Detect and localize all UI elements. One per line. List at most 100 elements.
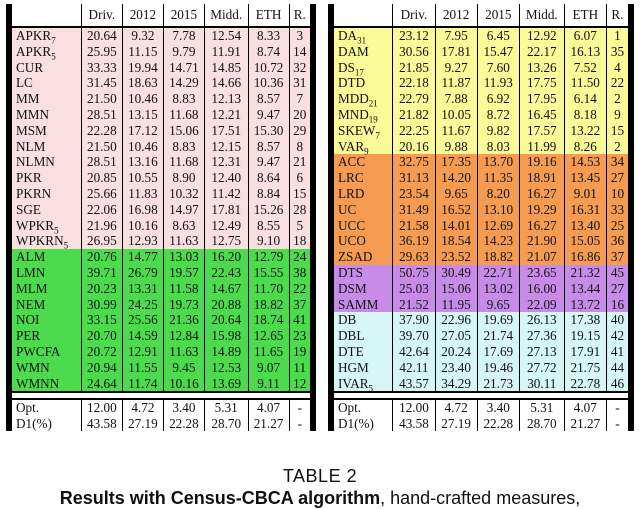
value-cell: 20.94 — [80, 359, 123, 376]
value-cell: 7 — [288, 91, 310, 107]
value-cell: 12.13 — [203, 91, 249, 107]
value-cell: 8.20 — [476, 185, 520, 202]
measure-name: DTE — [334, 343, 393, 360]
value-cell: 21.36 — [162, 312, 205, 329]
value-cell: 12.93 — [121, 233, 164, 250]
footer-row: Opt. 12.00 4.72 3.40 5.31 4.07- — [6, 398, 316, 416]
value-cell: 12.92 — [518, 27, 565, 44]
right-rule — [310, 59, 316, 76]
value-cell: 30.99 — [80, 296, 123, 313]
table-row: NEM 30.99 24.25 19.73 20.88 18.82 37 — [6, 296, 316, 313]
footer-value: - — [605, 398, 628, 416]
value-cell: 4 — [605, 59, 628, 76]
measure-label: SAMM — [338, 296, 379, 312]
value-cell: 13.03 — [162, 249, 205, 265]
value-cell: 28.51 — [80, 154, 123, 171]
value-cell: 11.74 — [121, 375, 164, 394]
measure-name: WPKR5 — [12, 217, 82, 235]
value-cell: 26.95 — [80, 233, 123, 250]
right-rule — [310, 122, 316, 139]
value-cell: 11 — [288, 359, 310, 376]
value-cell: 11.91 — [203, 43, 249, 60]
table-row: DBL 39.70 27.05 21.74 27.36 19.15 42 — [328, 328, 634, 344]
measure-label: DAM — [338, 43, 369, 59]
value-cell: 13.40 — [563, 217, 607, 234]
measure-label: IVAR — [338, 375, 369, 391]
measure-label: DSM — [338, 280, 367, 296]
left-rule — [6, 27, 12, 44]
right-rule — [310, 375, 316, 394]
measure-name: SGE — [12, 201, 82, 218]
value-cell: 12.65 — [247, 328, 290, 344]
value-cell: 12.79 — [247, 249, 290, 265]
header-row: Driv. 2012 2015 Midd. ETH R. — [6, 4, 316, 28]
value-cell: 13.44 — [563, 280, 607, 297]
table-row: PER 20.70 14.59 12.84 15.98 12.65 23 — [6, 328, 316, 344]
measure-subscript: 17 — [354, 67, 364, 78]
measure-label: WPKR — [16, 217, 55, 233]
left-rule — [328, 312, 334, 329]
measure-name: DA31 — [334, 27, 393, 45]
footer-row: D1(%) 43.58 27.19 22.28 28.70 21.27- — [6, 415, 316, 432]
measure-label: LRC — [338, 170, 364, 186]
right-rule — [628, 264, 634, 281]
value-cell: 13.31 — [121, 280, 164, 297]
value-cell: 37 — [605, 249, 628, 265]
right-rule — [310, 75, 316, 92]
value-cell: 9.45 — [162, 359, 205, 376]
value-cell: 21.32 — [563, 264, 607, 281]
left-rule — [328, 75, 334, 92]
table-row: DSM 25.03 15.06 13.02 16.00 13.44 27 — [328, 280, 634, 297]
footer-value: 4.07 — [247, 398, 290, 416]
value-cell: 21.96 — [80, 217, 123, 234]
measure-name: VAR9 — [334, 138, 393, 156]
table-row: NLM 21.50 10.46 8.83 12.15 8.57 8 — [6, 138, 316, 155]
right-rule — [628, 170, 634, 186]
left-rule — [328, 392, 334, 400]
right-rule — [310, 359, 316, 376]
value-cell: 15 — [605, 122, 628, 139]
measure-subscript: 19 — [368, 114, 378, 125]
value-cell: 8.84 — [247, 185, 290, 202]
right-rule — [310, 27, 316, 44]
value-cell: 22.79 — [392, 91, 436, 107]
value-cell: 19.94 — [121, 59, 164, 76]
left-rule — [328, 375, 334, 394]
measure-subscript: 7 — [51, 35, 56, 46]
right-rule — [310, 106, 316, 123]
measure-label: WMN — [16, 359, 50, 375]
table-row: HGM 42.11 23.40 19.46 27.72 21.75 44 — [328, 359, 634, 376]
value-cell: 16.13 — [563, 43, 607, 60]
value-cell: 17.75 — [518, 75, 565, 92]
right-rule — [310, 43, 316, 60]
footer-label: Opt. — [334, 398, 393, 416]
footer-label: D1(%) — [16, 415, 52, 431]
value-cell: 14.59 — [121, 328, 164, 344]
table-row: MMN 28.51 13.15 11.68 12.21 9.47 20 — [6, 106, 316, 123]
value-cell: 16.27 — [518, 185, 565, 202]
right-rule — [628, 138, 634, 155]
value-cell: 18 — [288, 233, 310, 250]
left-rule — [6, 43, 12, 60]
footer-value: 27.19 — [121, 415, 164, 432]
left-rule — [6, 328, 12, 344]
value-cell: 37.90 — [392, 312, 436, 329]
value-cell: 17.69 — [476, 343, 520, 360]
value-cell: 16.27 — [518, 217, 565, 234]
right-rule — [310, 343, 316, 360]
column-header: 2015 — [476, 4, 520, 28]
value-cell: 8 — [288, 138, 310, 155]
left-rule — [328, 264, 334, 281]
measure-name: LRC — [334, 170, 393, 186]
measure-name: MM — [12, 91, 82, 107]
measure-label: ALM — [16, 249, 46, 265]
value-cell: 42.64 — [392, 343, 436, 360]
header-blank — [12, 4, 82, 28]
measure-label: DS — [338, 59, 355, 75]
left-rule — [6, 280, 12, 297]
measure-label: PKR — [16, 170, 42, 186]
value-cell: 46 — [605, 375, 628, 394]
measure-name: ZSAD — [334, 249, 393, 265]
column-header: Driv. — [80, 4, 123, 28]
left-rule — [6, 170, 12, 186]
